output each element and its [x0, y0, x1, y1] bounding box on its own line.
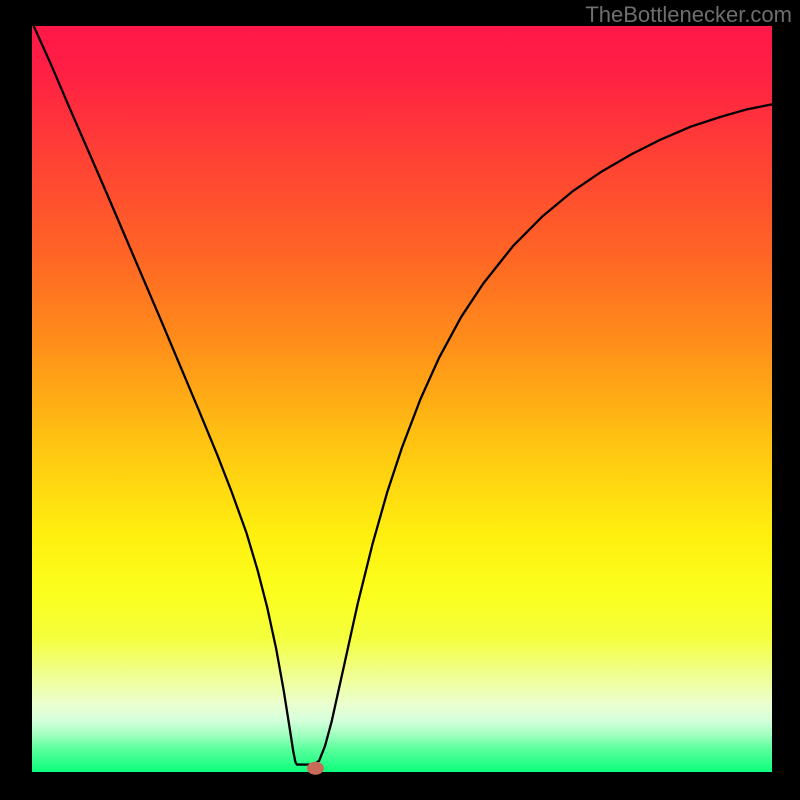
bottleneck-chart — [0, 0, 800, 800]
chart-container: { "watermark": "TheBottlenecker.com", "c… — [0, 0, 800, 800]
optimum-marker — [307, 762, 323, 774]
plot-background — [32, 26, 772, 772]
watermark-text: TheBottlenecker.com — [585, 2, 792, 28]
